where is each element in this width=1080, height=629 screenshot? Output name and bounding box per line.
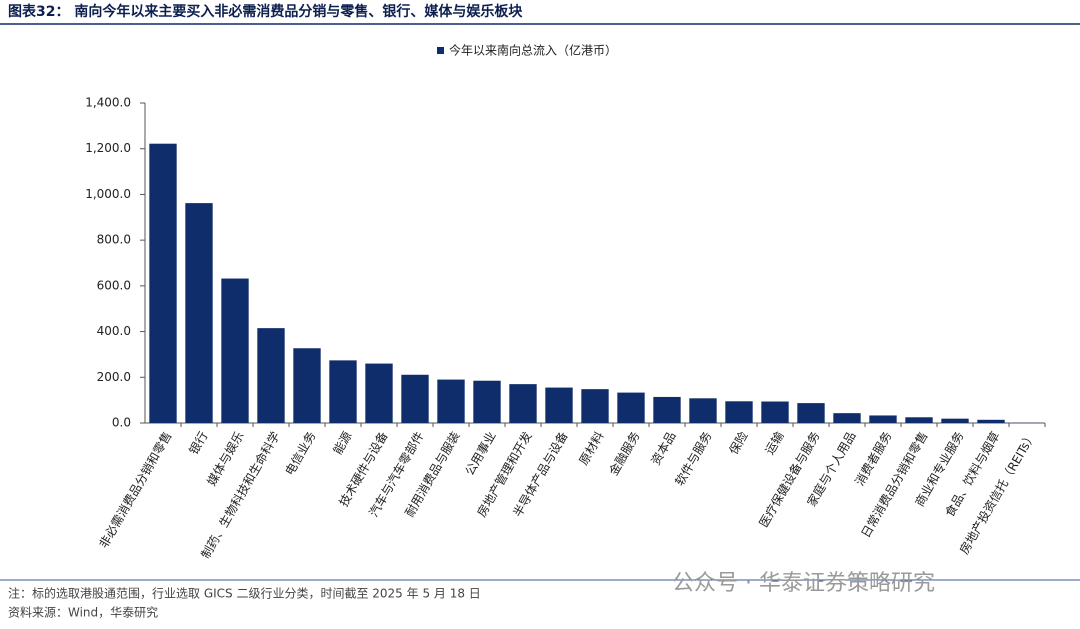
legend-swatch xyxy=(437,47,444,54)
y-tick-label: 1,400.0 xyxy=(85,96,131,110)
x-tick-label: 银行 xyxy=(186,429,210,457)
bar xyxy=(437,379,465,423)
bar xyxy=(869,415,897,423)
bar xyxy=(221,278,249,423)
bar xyxy=(545,387,573,423)
y-tick-label: 800.0 xyxy=(97,233,131,247)
y-tick-label: 400.0 xyxy=(97,324,131,338)
bar xyxy=(653,396,681,423)
bar xyxy=(185,203,213,423)
bar xyxy=(725,401,753,423)
note: 注：标的选取港股通范围，行业选取 GICS 二级行业分类，时间截至 2025 年… xyxy=(8,586,481,601)
bar xyxy=(401,374,429,423)
bar xyxy=(473,380,501,423)
x-tick-label: 制药、生物科技和生命科学 xyxy=(198,429,283,561)
x-tick-label: 运输 xyxy=(762,429,787,457)
bar xyxy=(509,384,537,423)
x-tick-label: 媒体与娱乐 xyxy=(204,429,246,488)
bar xyxy=(833,413,861,423)
x-tick-label: 保险 xyxy=(726,429,751,457)
bar xyxy=(761,401,789,423)
bar xyxy=(905,417,933,423)
y-tick-label: 0.0 xyxy=(112,416,131,430)
x-tick-label: 非必需消费品分销和零售 xyxy=(96,429,175,551)
bar xyxy=(689,398,717,423)
x-tick-label: 软件与服务 xyxy=(672,429,715,488)
bar xyxy=(617,392,645,423)
chart-title: 图表32： 南向今年以来主要买入非必需消费品分销与零售、银行、媒体与娱乐板块 xyxy=(8,3,523,20)
x-tick-label: 资本品 xyxy=(648,429,678,467)
bar xyxy=(365,363,393,423)
y-tick-label: 600.0 xyxy=(97,278,131,292)
bar xyxy=(329,360,357,423)
x-tick-label: 原材料 xyxy=(576,429,606,467)
bar xyxy=(941,418,969,423)
source: 资料来源：Wind，华泰研究 xyxy=(8,605,158,620)
x-tick-label: 公用事业 xyxy=(462,429,498,478)
bar xyxy=(257,328,285,423)
watermark: 公众号 · 华泰证券策略研究 xyxy=(672,571,935,596)
y-tick-label: 200.0 xyxy=(97,370,131,384)
bar xyxy=(149,143,177,423)
bar xyxy=(581,389,609,423)
bar xyxy=(797,403,825,423)
bar xyxy=(977,419,1005,423)
legend-label: 今年以来南向总流入（亿港币） xyxy=(449,43,617,58)
y-tick-label: 1,200.0 xyxy=(85,141,131,155)
x-tick-label: 电信业务 xyxy=(282,429,319,478)
bar xyxy=(293,348,321,423)
x-tick-label: 金融服务 xyxy=(606,429,643,478)
x-tick-label: 消费者服务 xyxy=(852,429,895,488)
y-tick-label: 1,000.0 xyxy=(85,187,131,201)
x-tick-label: 日常消费品分销和零售 xyxy=(858,429,931,540)
x-tick-label: 能源 xyxy=(330,429,354,457)
